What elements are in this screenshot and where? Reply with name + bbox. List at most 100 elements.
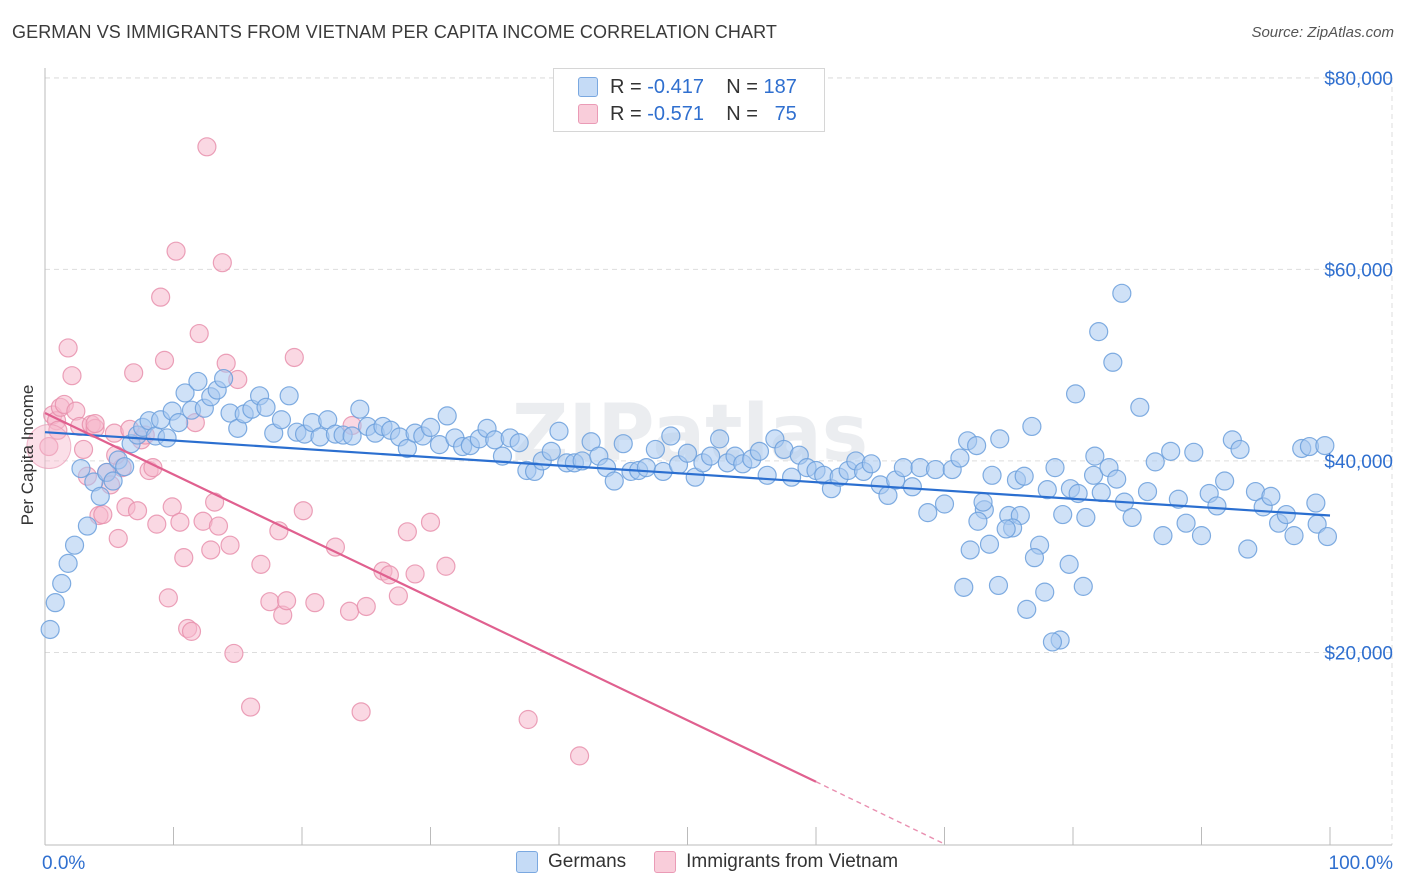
german-point [1017, 599, 1037, 619]
german-point [1168, 489, 1188, 509]
vietnam-point [208, 516, 229, 536]
series-legend: Germans Immigrants from Vietnam [516, 851, 926, 873]
german-point [1014, 466, 1034, 486]
german-point [1076, 507, 1096, 528]
german-point [1306, 493, 1326, 513]
vietnam-legend-swatch [654, 851, 677, 873]
german-point [954, 577, 974, 597]
x-tick-labels: 0.0% 100.0% [42, 853, 1393, 874]
vietnam-point [405, 564, 425, 584]
y-tick-label: $60,000 [1324, 260, 1393, 281]
vietnam-point [436, 556, 456, 576]
german-point [1207, 496, 1227, 516]
german-point [541, 441, 561, 461]
vietnam-point [174, 548, 194, 568]
german-point [967, 436, 987, 456]
vietnam-point [48, 420, 68, 440]
german-point [960, 540, 980, 560]
vietnam-point [351, 702, 371, 722]
german-point [893, 458, 913, 478]
vietnam-point [518, 709, 538, 730]
german-point [979, 534, 1000, 554]
german-point [271, 410, 292, 430]
german-point [1024, 548, 1045, 568]
german-point [1065, 384, 1086, 404]
vietnam-point [166, 241, 186, 261]
german-point [115, 457, 135, 477]
german-point [52, 573, 72, 594]
n-value: 187 [763, 75, 797, 98]
r-value: -0.571 [647, 102, 704, 125]
german-point [749, 441, 770, 461]
vietnam-point [293, 501, 313, 521]
german-point [710, 429, 730, 449]
german-point [990, 429, 1010, 449]
german-point [279, 386, 299, 406]
german-point [613, 434, 633, 454]
vietnam-trendline-extension [815, 781, 945, 845]
vietnam-point [73, 439, 94, 460]
german-point [1037, 480, 1057, 500]
german-point [968, 511, 988, 531]
german-point [1230, 439, 1250, 460]
german-point [1130, 397, 1150, 417]
german-point [1022, 416, 1042, 437]
stats-legend: R = -0.417 N = 187 R = -0.571 N = 75 [553, 68, 825, 132]
axes [44, 68, 1392, 846]
gridlines [45, 77, 1393, 845]
vietnam-point [154, 350, 175, 370]
german-point [1083, 465, 1104, 485]
x-tick-label: 100.0% [1329, 853, 1394, 874]
german-point [175, 383, 195, 403]
vietnam-point [205, 492, 225, 512]
vietnam-point [147, 514, 167, 534]
german-point [677, 443, 698, 463]
german-point [1215, 471, 1235, 491]
german-point [342, 426, 362, 446]
german-point [157, 428, 177, 448]
y-tick-label: $40,000 [1324, 452, 1393, 473]
german-point [996, 519, 1016, 539]
german-point [861, 454, 881, 474]
germans-points [40, 283, 1338, 652]
german-point [103, 471, 123, 491]
vietnam-point [305, 593, 325, 613]
german-point [982, 465, 1002, 485]
german-point [509, 433, 529, 453]
germans-trendline [44, 431, 1331, 517]
german-point [169, 413, 189, 433]
german-point [1091, 482, 1111, 503]
german-point [1103, 352, 1123, 372]
german-point [1035, 582, 1055, 602]
r-label: R = [610, 75, 642, 98]
german-point [1089, 322, 1109, 342]
vietnam-point [93, 504, 113, 525]
german-point [645, 439, 665, 460]
german-point [1261, 486, 1281, 506]
legend-row-germans: R = -0.417 N = 187 [578, 74, 797, 100]
vietnam-point [58, 338, 78, 358]
germans-legend-label: Germans [548, 851, 627, 872]
vietnam-point-large [26, 424, 72, 470]
german-point [1112, 283, 1132, 303]
german-point [1145, 452, 1165, 472]
german-point [1045, 458, 1065, 478]
legend-row-vietnam: R = -0.571 N = 75 [578, 101, 797, 127]
german-point [604, 471, 624, 491]
vietnam-point [420, 512, 441, 532]
legend-item-germans: Germans [516, 851, 626, 873]
vietnam-point [39, 436, 59, 457]
vietnam-point [158, 588, 178, 608]
source-label: Source: ZipAtlas.com [1251, 24, 1394, 41]
vietnam-point [181, 621, 202, 641]
vietnam-point [85, 413, 105, 434]
german-point [350, 399, 370, 419]
vietnam-point [260, 592, 280, 612]
german-point [925, 459, 946, 480]
n-label: N = [726, 75, 758, 98]
vietnam-legend-label: Immigrants from Vietnam [686, 851, 899, 872]
vietnam-point [356, 596, 376, 617]
vietnam-point [241, 697, 261, 717]
german-point [45, 593, 65, 613]
